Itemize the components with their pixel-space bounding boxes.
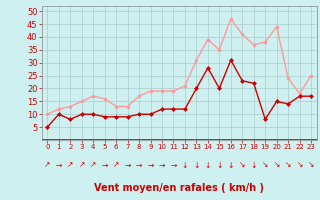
- Text: ↓: ↓: [193, 160, 200, 170]
- Text: ↓: ↓: [182, 160, 188, 170]
- Text: ↓: ↓: [228, 160, 234, 170]
- Text: ↘: ↘: [262, 160, 268, 170]
- Text: →: →: [147, 160, 154, 170]
- Text: →: →: [101, 160, 108, 170]
- Text: →: →: [136, 160, 142, 170]
- Text: ↓: ↓: [205, 160, 211, 170]
- Text: ↗: ↗: [67, 160, 74, 170]
- Text: ↗: ↗: [78, 160, 85, 170]
- Text: ↘: ↘: [285, 160, 291, 170]
- Text: →: →: [159, 160, 165, 170]
- Text: ↗: ↗: [44, 160, 51, 170]
- Text: ↘: ↘: [308, 160, 314, 170]
- Text: →: →: [124, 160, 131, 170]
- Text: ↘: ↘: [274, 160, 280, 170]
- Text: ↓: ↓: [251, 160, 257, 170]
- Text: ↘: ↘: [296, 160, 303, 170]
- Text: ↗: ↗: [113, 160, 119, 170]
- Text: Vent moyen/en rafales ( km/h ): Vent moyen/en rafales ( km/h ): [94, 183, 264, 193]
- Text: →: →: [56, 160, 62, 170]
- Text: →: →: [170, 160, 177, 170]
- Text: ↓: ↓: [216, 160, 222, 170]
- Text: ↘: ↘: [239, 160, 245, 170]
- Text: ↗: ↗: [90, 160, 96, 170]
